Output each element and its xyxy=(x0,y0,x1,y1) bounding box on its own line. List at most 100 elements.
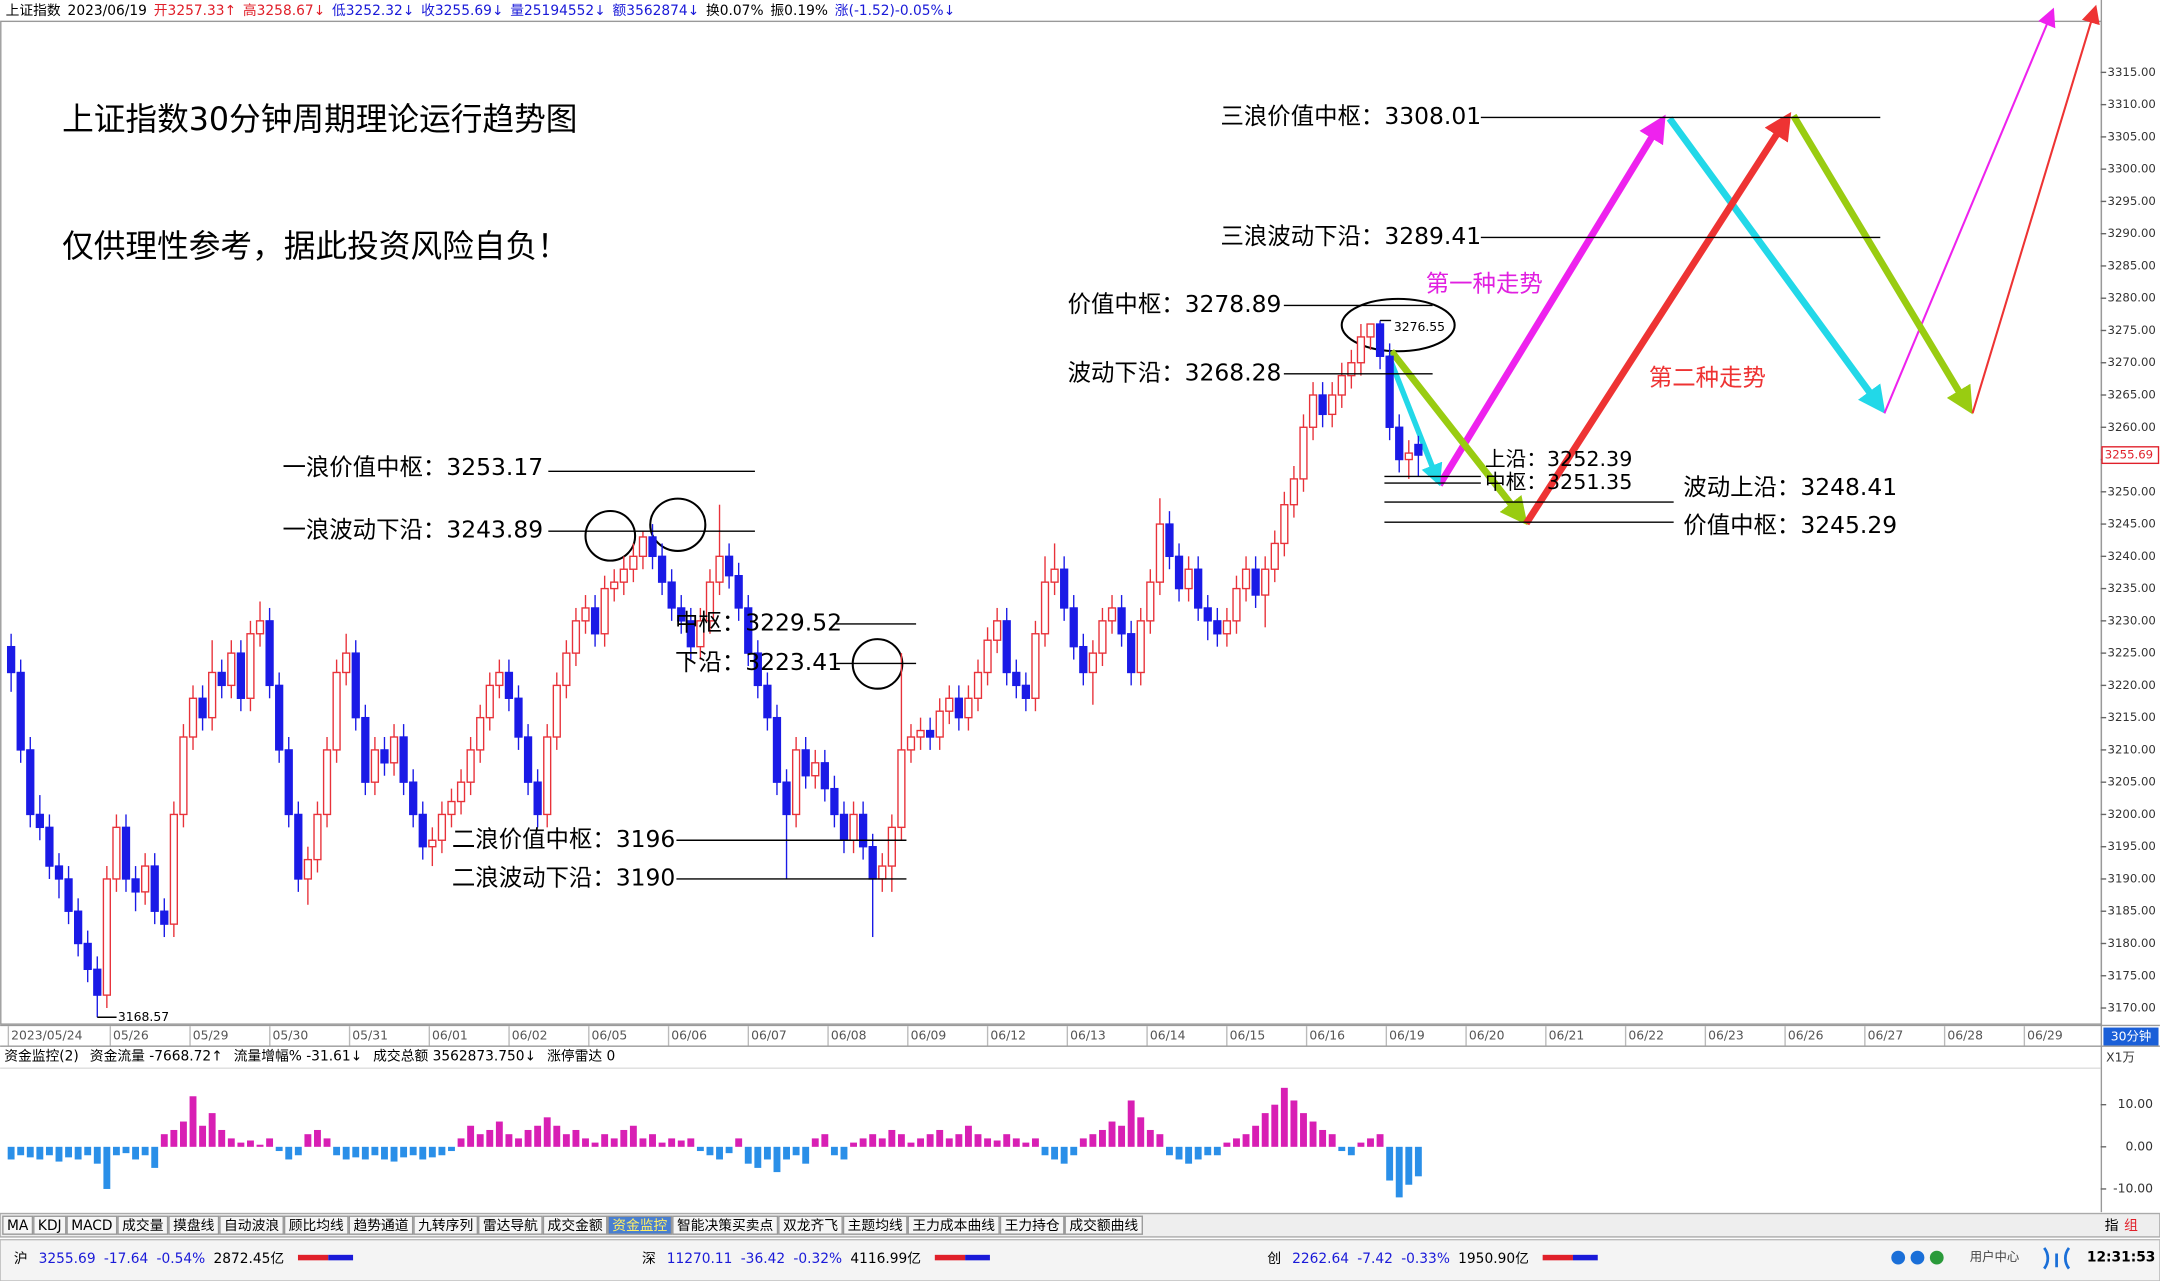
candle-body xyxy=(1241,568,1251,590)
tab-label[interactable]: MA xyxy=(7,1218,29,1234)
tab[interactable] xyxy=(168,1215,220,1235)
candle-body xyxy=(54,865,64,880)
flow-bar xyxy=(1185,1146,1193,1164)
flow-bar xyxy=(84,1146,92,1156)
flow-bar xyxy=(591,1142,599,1147)
tab[interactable] xyxy=(478,1215,543,1235)
flow-bar xyxy=(448,1146,455,1152)
y-tick-label: 3225.00 xyxy=(2108,646,2156,660)
tab-label[interactable]: 智能决策买卖点 xyxy=(677,1217,774,1234)
tab-label[interactable]: MACD xyxy=(71,1218,112,1234)
tab[interactable] xyxy=(1064,1215,1143,1235)
status-icon[interactable] xyxy=(1910,1250,1925,1265)
level-label: 三浪价值中枢：3308.01 xyxy=(1220,102,1481,130)
flow-bar xyxy=(65,1146,73,1158)
flow-bar xyxy=(515,1138,522,1147)
user-center[interactable]: 用户中心 xyxy=(1970,1249,2020,1264)
flow-bar xyxy=(1003,1134,1011,1147)
tab-label[interactable]: 主题均线 xyxy=(848,1218,903,1234)
tab[interactable] xyxy=(66,1215,118,1235)
tab-label[interactable]: 王力持仓 xyxy=(1005,1218,1060,1234)
tab-label[interactable]: 摸盘线 xyxy=(173,1217,215,1234)
y-tick-label: 3235.00 xyxy=(2108,581,2156,595)
candle-body xyxy=(437,813,447,841)
tab[interactable] xyxy=(117,1215,169,1235)
tab-label[interactable]: 顾比均线 xyxy=(289,1218,344,1234)
status-field: 4116.99亿 xyxy=(850,1251,921,1267)
tab-label[interactable]: 王力成本曲线 xyxy=(912,1218,995,1234)
candle-body xyxy=(600,587,609,635)
candle-body xyxy=(504,671,514,699)
flow-bar xyxy=(333,1146,341,1156)
flow-bar xyxy=(1213,1146,1221,1156)
candle-body xyxy=(6,645,16,674)
candle-body xyxy=(610,581,619,590)
level-label: 中枢：3229.52 xyxy=(675,608,842,636)
candle-body xyxy=(1251,568,1260,596)
x-tick-label: 06/26 xyxy=(1788,1027,1824,1042)
quote-field: 收3255.69↓ xyxy=(421,3,503,19)
flow-bar xyxy=(199,1125,207,1147)
candle-body xyxy=(1021,684,1030,699)
level-label: 二浪波动下沿：3190 xyxy=(452,863,675,891)
candle-body xyxy=(16,671,25,751)
candle-body xyxy=(198,697,207,719)
tab[interactable] xyxy=(999,1215,1065,1235)
tab[interactable] xyxy=(348,1215,414,1235)
tab[interactable] xyxy=(283,1215,349,1235)
status-field: -0.32% xyxy=(793,1251,842,1267)
candle-body xyxy=(1366,323,1375,338)
flow-bar xyxy=(1300,1113,1307,1147)
tab[interactable] xyxy=(778,1215,843,1235)
tab[interactable] xyxy=(607,1215,673,1235)
tab-label[interactable]: 趋势通道 xyxy=(353,1218,408,1234)
candle-body xyxy=(332,671,341,751)
candle-body xyxy=(638,536,648,558)
flow-bar xyxy=(783,1146,790,1160)
tab-label[interactable]: KDJ xyxy=(38,1218,62,1234)
tab[interactable] xyxy=(413,1215,479,1235)
status-field: -36.42 xyxy=(741,1251,785,1267)
candle-body xyxy=(830,787,839,816)
flow-bar xyxy=(55,1146,63,1162)
flow-bar xyxy=(1156,1134,1164,1147)
tab[interactable] xyxy=(907,1215,1000,1235)
tab-label[interactable]: 自动波浪 xyxy=(224,1218,279,1234)
tab[interactable] xyxy=(2,1215,34,1235)
tab-label[interactable]: 成交金额 xyxy=(548,1217,603,1234)
flow-bar xyxy=(687,1138,695,1147)
tab-right[interactable]: 组 xyxy=(2124,1218,2138,1234)
status-field: 创 xyxy=(1267,1251,1281,1267)
tab[interactable] xyxy=(542,1215,608,1235)
tab-label[interactable]: 资金监控 xyxy=(612,1218,667,1234)
flow-bar xyxy=(639,1138,647,1147)
flow-bar xyxy=(93,1146,101,1164)
candle-body xyxy=(1012,671,1021,687)
tab-label[interactable]: 成交量 xyxy=(122,1217,164,1234)
x-tick-label: 06/15 xyxy=(1230,1027,1266,1042)
flow-bar xyxy=(1405,1146,1413,1185)
tab-label[interactable]: 双龙齐飞 xyxy=(783,1218,838,1234)
status-icon[interactable] xyxy=(1891,1250,1906,1265)
tab-label[interactable]: 九转序列 xyxy=(418,1218,473,1234)
candle-body xyxy=(839,813,849,841)
candle-body xyxy=(121,826,131,880)
tab-label[interactable]: 成交额曲线 xyxy=(1069,1217,1138,1234)
flow-bar xyxy=(208,1113,216,1147)
candle-body xyxy=(715,555,724,583)
tab[interactable] xyxy=(219,1215,284,1235)
flow-bar xyxy=(629,1125,637,1147)
candle-body xyxy=(351,652,360,719)
tab-right[interactable]: 指 xyxy=(2105,1218,2119,1234)
tab[interactable] xyxy=(672,1215,779,1235)
x-tick-label: 05/26 xyxy=(113,1027,149,1042)
flow-bar xyxy=(792,1146,800,1156)
highlight-circle xyxy=(1340,297,1456,353)
tab[interactable] xyxy=(33,1215,67,1235)
flow-bar xyxy=(706,1146,714,1156)
candle-body xyxy=(1117,607,1126,635)
flow-bar xyxy=(1328,1134,1336,1147)
status-icon[interactable] xyxy=(1929,1250,1944,1265)
tab[interactable] xyxy=(842,1215,908,1235)
tab-label[interactable]: 雷达导航 xyxy=(483,1218,538,1234)
